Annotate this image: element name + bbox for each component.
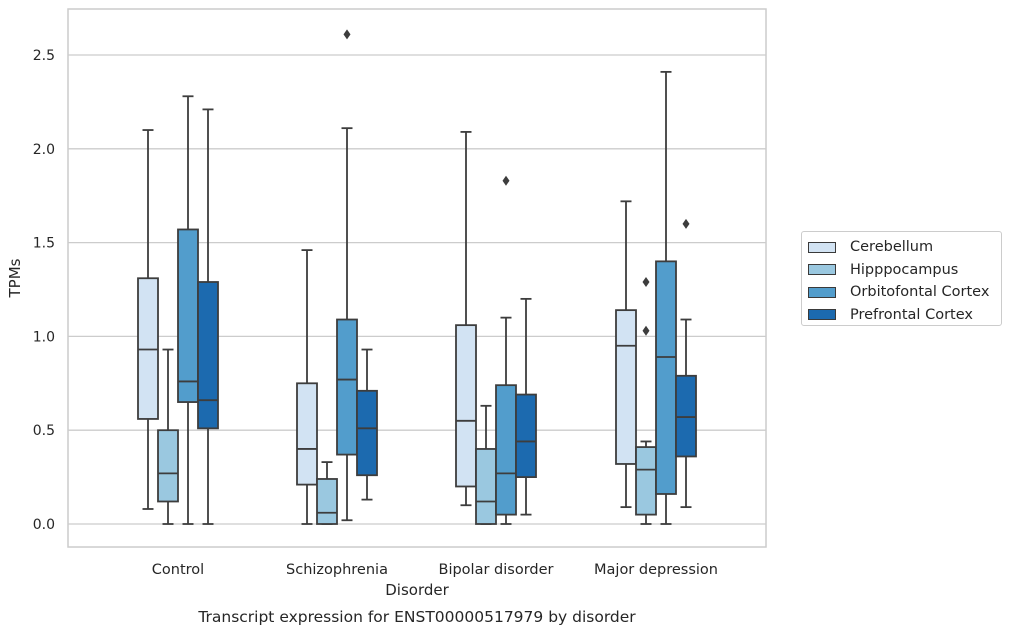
box-iqr	[137, 277, 159, 420]
x-tick-label: Bipolar disorder	[439, 562, 554, 578]
legend-item: Hipppocampus	[808, 259, 1001, 282]
box-hipppocampus-1	[316, 461, 338, 525]
box-iqr	[635, 446, 657, 516]
chart-title: Transcript expression for ENST0000051797…	[197, 608, 636, 626]
box-iqr	[675, 374, 697, 458]
plot-frame	[67, 8, 767, 548]
legend: Cerebellum Hipppocampus Orbitofontal Corte…	[801, 231, 1002, 326]
y-axis-label: TPMs	[6, 258, 24, 298]
outlier-point	[642, 276, 650, 287]
box-iqr	[177, 228, 199, 403]
box-prefrontal-cortex-1	[356, 348, 378, 501]
box-hipppocampus-3	[635, 276, 657, 525]
box-orbitofontal-cortex-0	[177, 95, 199, 525]
box-iqr	[515, 393, 537, 478]
box-iqr	[296, 382, 318, 486]
legend-label: Hipppocampus	[850, 261, 959, 278]
outlier-point	[502, 175, 510, 186]
outlier-point	[682, 218, 690, 229]
box-prefrontal-cortex-2	[515, 297, 537, 516]
box-cerebellum-1	[296, 249, 318, 525]
legend-swatch	[808, 309, 836, 321]
box-orbitofontal-cortex-1	[336, 29, 358, 522]
box-cerebellum-2	[455, 131, 477, 507]
box-orbitofontal-cortex-3	[655, 70, 677, 525]
x-axis-label: Disorder	[385, 581, 449, 599]
box-cerebellum-0	[137, 129, 159, 510]
x-tick-labels: Control Schizophrenia Bipolar disorder Majo…	[152, 562, 718, 578]
x-tick-label: Schizophrenia	[286, 562, 388, 578]
box-iqr	[336, 318, 358, 456]
legend-item: Prefrontal Cortex	[808, 304, 1001, 327]
y-tick-label: 1.0	[33, 329, 55, 345]
box-iqr	[655, 260, 677, 495]
box-iqr	[356, 389, 378, 477]
x-tick-label: Major depression	[594, 562, 718, 578]
x-tick-label: Control	[152, 562, 204, 578]
legend-swatch	[808, 241, 836, 253]
y-tick-label: 0.0	[33, 517, 55, 533]
box-cerebellum-3	[615, 200, 637, 509]
box-orbitofontal-cortex-2	[495, 175, 517, 525]
legend-label: Prefrontal Cortex	[850, 306, 973, 323]
y-tick-label: 2.5	[33, 48, 55, 64]
outlier-point	[642, 325, 650, 336]
box-iqr	[495, 384, 517, 516]
legend-label: Orbitofontal Cortex	[850, 284, 990, 301]
box-iqr	[316, 478, 338, 525]
legend-item: Cerebellum	[808, 236, 1001, 259]
box-hipppocampus-2	[475, 404, 497, 525]
box-prefrontal-cortex-0	[197, 108, 219, 525]
y-tick-label: 2.0	[33, 142, 55, 158]
legend-swatch	[808, 286, 836, 298]
box-prefrontal-cortex-3	[675, 218, 697, 509]
box-iqr	[615, 309, 637, 465]
box-iqr	[455, 324, 477, 488]
legend-label: Cerebellum	[850, 239, 934, 256]
legend-item: Orbitofontal Cortex	[808, 281, 1001, 304]
y-tick-label: 1.5	[33, 236, 55, 252]
box-iqr	[197, 281, 219, 430]
outlier-point	[343, 29, 351, 40]
box-iqr	[475, 448, 497, 525]
legend-swatch	[808, 264, 836, 276]
box-iqr	[157, 429, 179, 503]
box-groups	[137, 29, 697, 525]
box-hipppocampus-0	[157, 348, 179, 525]
y-tick-label: 0.5	[33, 423, 55, 439]
y-tick-labels: 0.0 0.5 1.0 1.5 2.0 2.5	[33, 48, 55, 533]
